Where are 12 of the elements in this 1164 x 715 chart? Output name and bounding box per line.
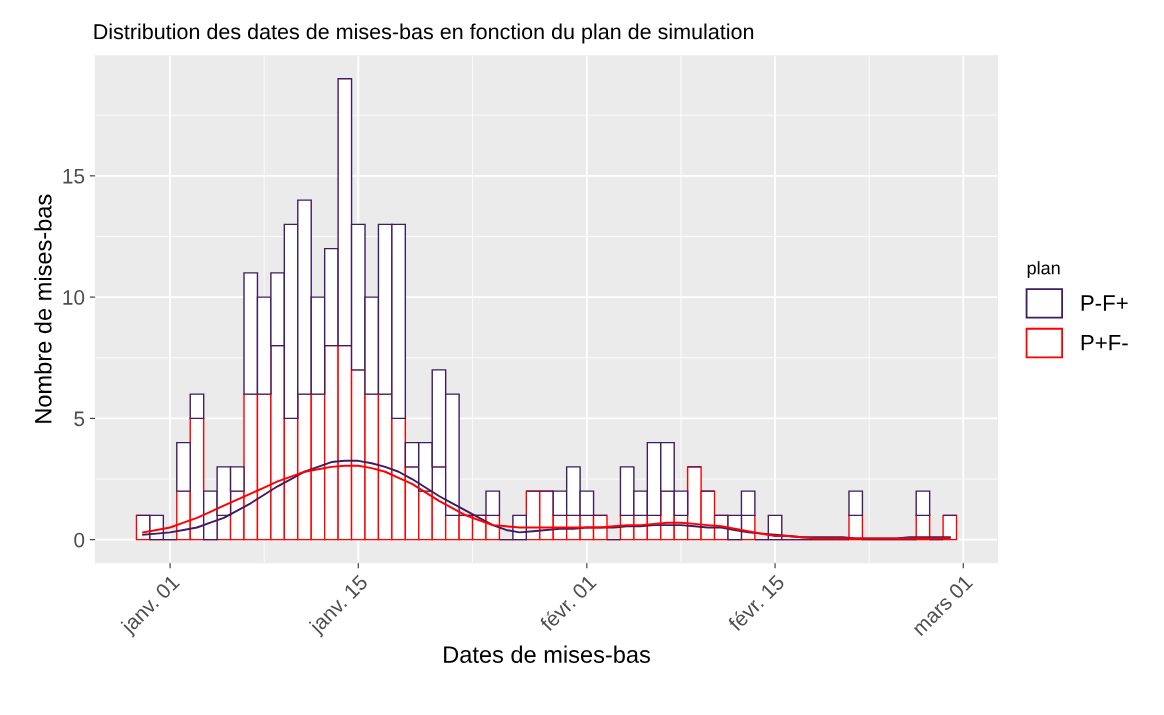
legend-label: P+F- (1081, 335, 1128, 351)
legend-title: plan (1027, 261, 1060, 278)
legend-label: P-F+ (1081, 295, 1128, 311)
x-axis-title: Dates de mises-bas (444, 645, 650, 663)
y-tick-label: 5 (74, 411, 85, 427)
x-tick-label: févr. 15 (726, 573, 786, 633)
y-tick-label: 10 (63, 290, 85, 305)
x-tick-label: févr. 01 (538, 573, 597, 633)
y-axis-title: Nombre de mises-bas (34, 194, 52, 423)
y-tick-label: 0 (74, 532, 85, 548)
y-tick-label: 15 (63, 169, 85, 184)
chart-title: Distribution des dates de mises-bas en fonction du plan de simulation (94, 23, 754, 44)
